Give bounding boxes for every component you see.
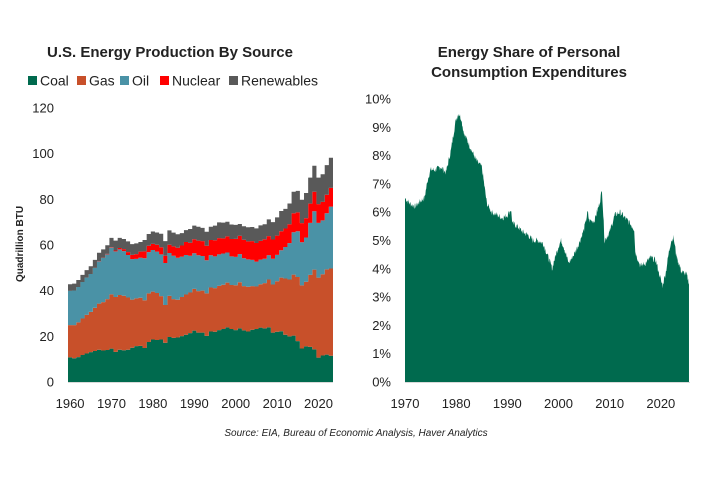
left-y-tick-label: 60 bbox=[40, 238, 54, 253]
left-chart-legend: Coal Gas Oil Nuclear Renewables bbox=[28, 73, 318, 89]
left-y-axis-label: Quadrillion BTU bbox=[15, 206, 26, 282]
series-area-nuclear bbox=[68, 187, 333, 291]
legend-swatch bbox=[229, 76, 238, 85]
left-chart-title: U.S. Energy Production By Source bbox=[47, 44, 293, 61]
legend-label: Renewables bbox=[241, 73, 318, 89]
series-area-oil bbox=[68, 206, 333, 326]
right-y-tick-label: 3% bbox=[372, 290, 391, 305]
source-note: Source: EIA, Bureau of Economic Analysis… bbox=[224, 428, 487, 439]
legend-item-gas: Gas bbox=[77, 73, 115, 89]
left-y-tick-label: 40 bbox=[40, 283, 54, 298]
energy-production-chart: U.S. Energy Production By Source Coal Gas… bbox=[15, 44, 333, 411]
right-plot-area bbox=[405, 114, 690, 383]
legend-item-renewables: Renewables bbox=[229, 73, 318, 89]
legend-label: Coal bbox=[40, 73, 69, 89]
legend-swatch bbox=[160, 76, 169, 85]
left-y-tick-label: 80 bbox=[40, 192, 54, 207]
left-y-tick-label: 120 bbox=[32, 101, 54, 116]
right-x-axis: 1970 1980 1990 2000 2010 2020 bbox=[391, 396, 676, 411]
right-x-tick-label: 2010 bbox=[595, 396, 624, 411]
right-x-tick-label: 2020 bbox=[646, 396, 675, 411]
energy-share-chart: Energy Share of Personal Consumption Exp… bbox=[365, 44, 690, 411]
series-area-coal bbox=[68, 327, 333, 382]
left-x-axis: 1960 1970 1980 1990 2000 2010 2020 bbox=[56, 396, 333, 411]
legend-item-nuclear: Nuclear bbox=[160, 73, 221, 89]
left-y-tick-label: 0 bbox=[47, 375, 54, 390]
legend-item-coal: Coal bbox=[28, 73, 69, 89]
left-x-tick-label: 1960 bbox=[56, 396, 85, 411]
right-chart-title-line-2: Consumption Expenditures bbox=[431, 64, 627, 81]
right-x-tick-label: 1980 bbox=[442, 396, 471, 411]
legend-label: Gas bbox=[89, 73, 115, 89]
right-x-tick-label: 1990 bbox=[493, 396, 522, 411]
left-y-tick-label: 20 bbox=[40, 329, 54, 344]
left-x-tick-label: 1990 bbox=[180, 396, 209, 411]
right-y-tick-label: 2% bbox=[372, 318, 391, 333]
left-y-tick-label: 100 bbox=[32, 146, 54, 161]
right-y-tick-label: 7% bbox=[372, 176, 391, 191]
series-area-renewables bbox=[68, 157, 333, 291]
right-y-tick-label: 4% bbox=[372, 261, 391, 276]
left-y-axis: 0 20 40 60 80 100 120 bbox=[32, 101, 54, 390]
legend-label: Nuclear bbox=[172, 73, 221, 89]
right-x-tick-label: 2000 bbox=[544, 396, 573, 411]
legend-item-oil: Oil bbox=[120, 73, 149, 89]
right-chart-title-line-1: Energy Share of Personal bbox=[438, 44, 621, 61]
right-y-tick-label: 10% bbox=[365, 92, 391, 107]
right-y-tick-label: 5% bbox=[372, 233, 391, 248]
left-x-tick-label: 1970 bbox=[97, 396, 126, 411]
series-area-gas bbox=[68, 268, 333, 359]
legend-swatch bbox=[120, 76, 129, 85]
left-x-tick-label: 1980 bbox=[138, 396, 167, 411]
right-y-tick-label: 0% bbox=[372, 375, 391, 390]
left-plot-area bbox=[68, 157, 333, 383]
legend-swatch bbox=[77, 76, 86, 85]
right-y-tick-label: 6% bbox=[372, 205, 391, 220]
right-x-tick-label: 1970 bbox=[391, 396, 420, 411]
energy-share-area bbox=[405, 114, 689, 383]
right-y-tick-label: 9% bbox=[372, 120, 391, 135]
left-x-tick-label: 2020 bbox=[304, 396, 333, 411]
right-y-tick-label: 8% bbox=[372, 148, 391, 163]
legend-label: Oil bbox=[132, 73, 149, 89]
left-x-tick-label: 2000 bbox=[221, 396, 250, 411]
right-y-tick-label: 1% bbox=[372, 346, 391, 361]
legend-swatch bbox=[28, 76, 37, 85]
right-y-axis: 0% 1% 2% 3% 4% 5% 6% 7% 8% 9% 10% bbox=[365, 92, 391, 390]
left-x-tick-label: 2010 bbox=[263, 396, 292, 411]
